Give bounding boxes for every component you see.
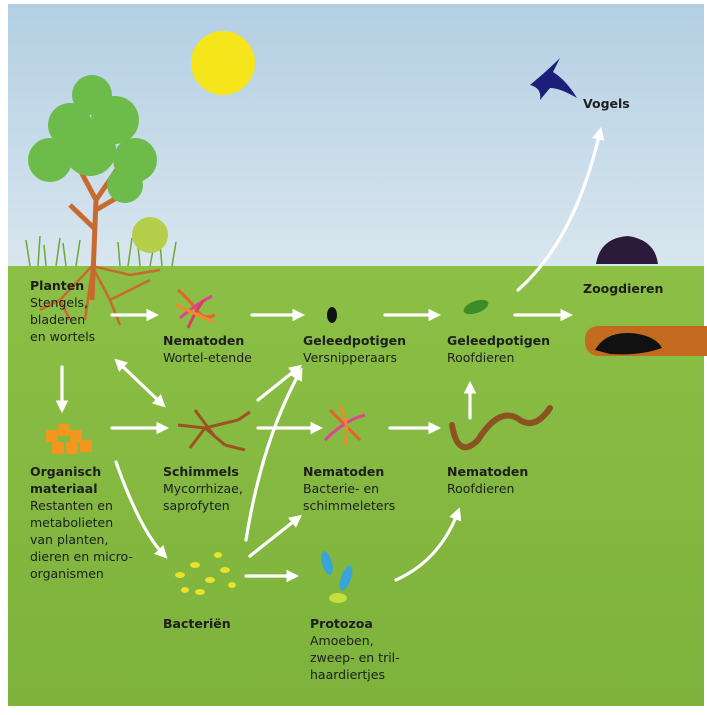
node-description: bladeren	[30, 312, 85, 327]
node-title: Geleedpotigen	[303, 333, 406, 348]
page: Planten Stengels, bladeren en wortels Nemato…	[0, 0, 707, 715]
node-title: Vogels	[583, 96, 630, 111]
node-title: Organisch	[30, 464, 101, 479]
node-title: Bacteriën	[163, 616, 231, 631]
shredder-arthropod	[327, 307, 337, 323]
node-title: Protozoa	[310, 616, 373, 631]
node-description: Stengels,	[30, 295, 88, 310]
node-description: schimmeleters	[303, 498, 395, 513]
node-description: zweep- en tril-	[310, 650, 400, 665]
food-web-diagram: Planten Stengels, bladeren en wortels Nemato…	[0, 0, 707, 715]
node-title: Nematoden	[447, 464, 528, 479]
node-description: Wortel-etende	[163, 350, 252, 365]
node-title: materiaal	[30, 481, 98, 496]
node-description: Versnipperaars	[303, 350, 397, 365]
node-description: metabolieten	[30, 515, 113, 530]
node-description: Roofdieren	[447, 350, 514, 365]
node-title: Geleedpotigen	[447, 333, 550, 348]
node-description: Amoeben,	[310, 633, 374, 648]
node-title: Planten	[30, 278, 84, 293]
node-description: Bacterie- en	[303, 481, 379, 496]
node-description: dieren en micro-	[30, 549, 133, 564]
node-title: Zoogdieren	[583, 281, 663, 296]
node-description: Roofdieren	[447, 481, 514, 496]
node-title: Nematoden	[303, 464, 384, 479]
node-description: organismen	[30, 566, 104, 581]
node-description: haardiertjes	[310, 667, 385, 682]
node-description: en wortels	[30, 329, 95, 344]
node-title: Nematoden	[163, 333, 244, 348]
node-description: Restanten en	[30, 498, 113, 513]
node-description: saprofyten	[163, 498, 230, 513]
sun	[191, 31, 255, 95]
node-description: van planten,	[30, 532, 108, 547]
node-title: Schimmels	[163, 464, 239, 479]
node-description: Mycorrhizae,	[163, 481, 243, 496]
